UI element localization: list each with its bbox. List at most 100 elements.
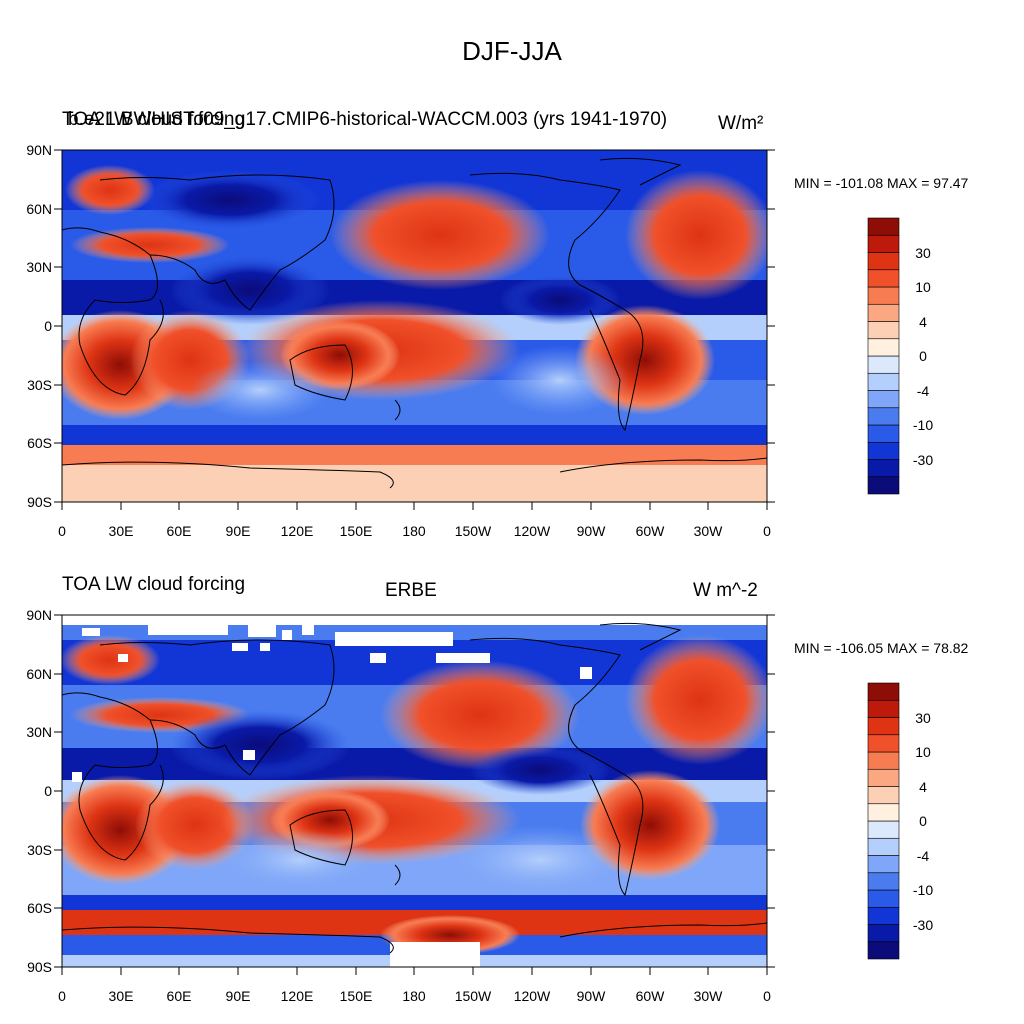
panel1-lon-label: 180 [402, 523, 426, 539]
panel2-lat-label: 30S [27, 842, 52, 858]
panel2-lon-label: 90E [225, 988, 251, 1004]
panel1-colorbar-label: -4 [916, 383, 930, 399]
panel2-lon-label: 0 [58, 988, 66, 1004]
colorbar-box [867, 252, 900, 271]
panel1-lon-label: 30E [108, 523, 134, 539]
panel1-lat-label: 60S [27, 435, 52, 451]
panel2-lon-label: 0 [763, 988, 771, 1004]
panel2-left-title: TOA LW cloud forcing [62, 574, 246, 595]
panel2-center-title: ERBE [385, 580, 437, 601]
panel1-lon-label: 150W [454, 523, 492, 539]
panel1-lat-label: 30N [26, 259, 52, 275]
panel2-lon-label: 60W [635, 988, 665, 1004]
panel1-colorbar [867, 217, 900, 495]
colorbar-box [867, 286, 900, 305]
colorbar-box [867, 734, 900, 753]
colorbar-box [867, 321, 900, 340]
colorbar-box [867, 855, 900, 874]
colorbar-box [867, 682, 900, 701]
panel2-lon-label: 120E [280, 988, 314, 1004]
panel1-colorbar-label: 4 [919, 314, 927, 330]
panel1-lon-label: 0 [58, 523, 66, 539]
panel1-lat-label: 60N [26, 201, 52, 217]
colorbar-box [867, 476, 900, 495]
colorbar-box [867, 872, 900, 891]
panel2-colorbar-label: 4 [919, 779, 927, 795]
colorbar-box [867, 906, 900, 925]
colorbar-box [867, 941, 900, 960]
panel1-lon-label: 90E [225, 523, 251, 539]
figure-title: DJF-JJA [462, 36, 562, 66]
panel2-colorbar-label: 30 [915, 710, 931, 726]
panel1-lon-label: 120E [280, 523, 314, 539]
panel2-colorbar-label: 10 [915, 744, 931, 760]
panel2-lon-label: 120W [513, 988, 551, 1004]
panel1-lon-label: 0 [763, 523, 771, 539]
panel2-missing-data [62, 615, 767, 967]
colorbar-box [867, 424, 900, 443]
panel2-lat-label: 90S [27, 959, 52, 975]
colorbar-box [867, 717, 900, 736]
panel1-lon-label: 150E [339, 523, 373, 539]
panel1-field [62, 150, 767, 502]
colorbar-box [867, 889, 900, 908]
panel2-lon-label: 150W [454, 988, 492, 1004]
panel2-colorbar-label: 0 [919, 813, 927, 829]
panel1-lat-label: 0 [44, 318, 52, 334]
panel1-colorbar-label: -10 [912, 417, 934, 433]
panel1-lon-label: 30W [693, 523, 723, 539]
panel1-colorbar-label: 30 [915, 245, 931, 261]
colorbar-box [867, 407, 900, 426]
panel1-lon-label: 60W [635, 523, 665, 539]
colorbar-box [867, 234, 900, 253]
colorbar-box [867, 751, 900, 770]
panel1-left-title: TOA LW cloud forcing [62, 109, 246, 130]
panel2-coastlines [62, 622, 767, 954]
panel1-colorbar-label: 0 [919, 348, 927, 364]
panel1-colorbar-label: 10 [915, 279, 931, 295]
colorbar-box [867, 338, 900, 357]
panel2-colorbar [867, 682, 900, 960]
colorbar-box [867, 303, 900, 322]
panel1-lon-label: 90W [576, 523, 606, 539]
colorbar-box [867, 699, 900, 718]
panel2-colorbar-label: -30 [912, 917, 934, 933]
colorbar-box [867, 786, 900, 805]
panel1-lon-label: 60E [166, 523, 192, 539]
colorbar-box [867, 803, 900, 822]
colorbar-box [867, 217, 900, 236]
panel2-colorbar-label: -10 [912, 882, 934, 898]
colorbar-box [867, 924, 900, 943]
colorbar-box [867, 441, 900, 460]
panel1-lat-label: 90N [26, 142, 52, 158]
panel2-lon-label: 150E [339, 988, 373, 1004]
panel2-lat-label: 90N [26, 607, 52, 623]
colorbar-box [867, 837, 900, 856]
panel2-lon-label: 180 [402, 988, 426, 1004]
colorbar-box [867, 768, 900, 787]
panel1-center-title: b.e21.BWHIST.f09_g17.CMIP6-historical-WA… [68, 109, 668, 130]
colorbar-box [867, 390, 900, 409]
colorbar-box [867, 820, 900, 839]
colorbar-box [867, 459, 900, 478]
colorbar-box [867, 269, 900, 288]
panel2-ticks [54, 614, 775, 975]
panel1-ticks [54, 149, 775, 510]
panel1-right-title: W/m² [718, 113, 764, 134]
panel1-coastlines [62, 157, 767, 489]
panel2-minmax: MIN = -106.05 MAX = 78.82 [794, 640, 969, 656]
panel2-right-title: W m^-2 [693, 580, 758, 601]
panel2-lon-label: 30E [108, 988, 134, 1004]
panel1-minmax: MIN = -101.08 MAX = 97.47 [794, 175, 969, 191]
panel2-lat-label: 30N [26, 724, 52, 740]
panel2-lon-label: 90W [576, 988, 606, 1004]
panel2-lon-label: 30W [693, 988, 723, 1004]
panel1-lat-label: 30S [27, 377, 52, 393]
panel1-lat-label: 90S [27, 494, 52, 510]
panel1-colorbar-label: -30 [912, 452, 934, 468]
panel2-lat-label: 60N [26, 666, 52, 682]
colorbar-box [867, 372, 900, 391]
panel2-lat-label: 60S [27, 900, 52, 916]
panel2-colorbar-label: -4 [916, 848, 930, 864]
